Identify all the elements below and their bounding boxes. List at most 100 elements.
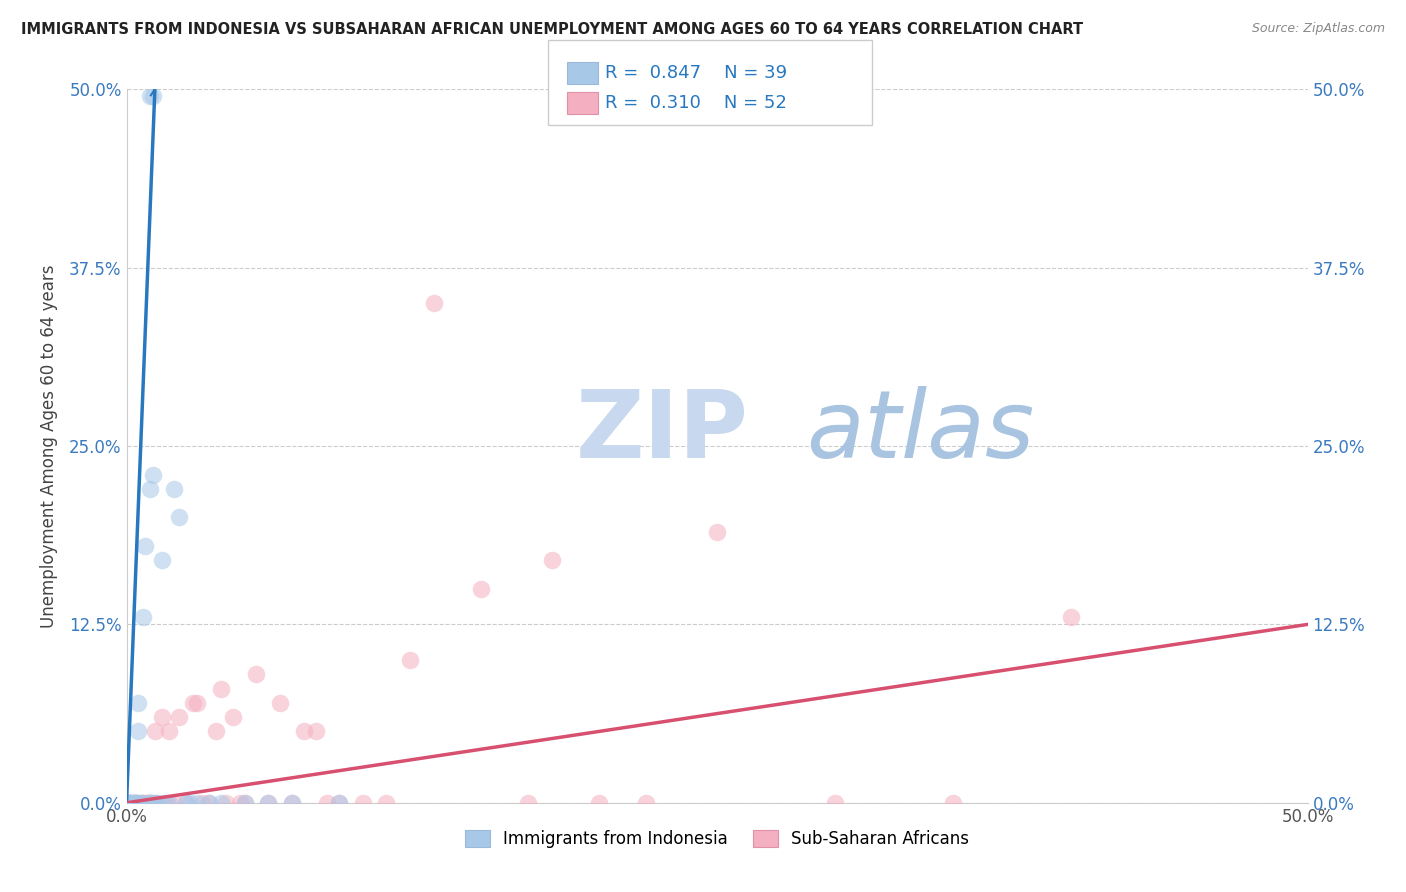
Point	[229, 796, 252, 810]
Point	[304, 724, 326, 739]
Point	[233, 796, 256, 810]
Point	[125, 796, 148, 810]
Point	[328, 796, 350, 810]
Point	[316, 796, 339, 810]
Point	[1060, 610, 1083, 624]
Point	[141, 796, 163, 810]
Point	[281, 796, 304, 810]
Point	[470, 582, 492, 596]
Point	[127, 696, 149, 710]
Point	[115, 796, 138, 810]
Point	[122, 796, 145, 810]
Point	[181, 696, 204, 710]
Point	[257, 796, 280, 810]
Point	[150, 710, 173, 724]
Point	[636, 796, 658, 810]
Point	[942, 796, 965, 810]
Point	[215, 796, 238, 810]
Point	[163, 796, 186, 810]
Point	[422, 296, 444, 310]
Text: Source: ZipAtlas.com: Source: ZipAtlas.com	[1251, 22, 1385, 36]
Point	[129, 796, 152, 810]
Point	[143, 796, 166, 810]
Text: atlas: atlas	[806, 386, 1033, 477]
Point	[134, 539, 156, 553]
Point	[167, 710, 190, 724]
Point	[115, 796, 138, 810]
Text: R =  0.847    N = 39: R = 0.847 N = 39	[605, 63, 787, 81]
Text: IMMIGRANTS FROM INDONESIA VS SUBSAHARAN AFRICAN UNEMPLOYMENT AMONG AGES 60 TO 64: IMMIGRANTS FROM INDONESIA VS SUBSAHARAN …	[21, 22, 1083, 37]
Point	[540, 553, 562, 567]
Point	[120, 796, 142, 810]
Point	[141, 467, 163, 482]
Point	[174, 796, 197, 810]
Point	[115, 796, 138, 810]
Point	[167, 510, 190, 524]
Point	[157, 724, 180, 739]
Point	[118, 796, 141, 810]
Point	[136, 796, 159, 810]
Point	[150, 553, 173, 567]
Point	[292, 724, 315, 739]
Point	[163, 482, 186, 496]
Point	[139, 796, 162, 810]
Point	[198, 796, 221, 810]
Point	[824, 796, 846, 810]
Point	[146, 796, 169, 810]
Point	[186, 696, 208, 710]
Point	[706, 524, 728, 539]
Point	[209, 681, 232, 696]
Legend: Immigrants from Indonesia, Sub-Saharan Africans: Immigrants from Indonesia, Sub-Saharan A…	[458, 823, 976, 855]
Point	[222, 710, 245, 724]
Point	[328, 796, 350, 810]
Point	[157, 796, 180, 810]
Point	[209, 796, 232, 810]
Point	[186, 796, 208, 810]
Point	[139, 482, 162, 496]
Point	[143, 724, 166, 739]
Point	[122, 796, 145, 810]
Point	[191, 796, 214, 810]
Point	[153, 796, 176, 810]
Point	[205, 724, 228, 739]
Point	[120, 796, 142, 810]
Point	[139, 796, 162, 810]
Point	[115, 796, 138, 810]
Point	[269, 696, 291, 710]
Point	[352, 796, 374, 810]
Point	[141, 89, 163, 103]
Point	[115, 796, 138, 810]
Point	[129, 796, 152, 810]
Point	[198, 796, 221, 810]
Point	[125, 796, 148, 810]
Point	[132, 610, 155, 624]
Text: R =  0.310    N = 52: R = 0.310 N = 52	[605, 94, 786, 112]
Y-axis label: Unemployment Among Ages 60 to 64 years: Unemployment Among Ages 60 to 64 years	[39, 264, 58, 628]
Point	[118, 796, 141, 810]
Point	[517, 796, 540, 810]
Point	[156, 796, 179, 810]
Point	[129, 796, 152, 810]
Point	[118, 796, 141, 810]
Point	[125, 796, 148, 810]
Point	[174, 796, 197, 810]
Point	[118, 796, 141, 810]
Point	[120, 796, 142, 810]
Point	[122, 796, 145, 810]
Point	[588, 796, 610, 810]
Point	[257, 796, 280, 810]
Point	[233, 796, 256, 810]
Point	[139, 796, 162, 810]
Point	[375, 796, 398, 810]
Point	[146, 796, 169, 810]
Point	[115, 796, 138, 810]
Point	[134, 796, 156, 810]
Point	[127, 796, 149, 810]
Text: ZIP: ZIP	[575, 385, 748, 478]
Point	[127, 724, 149, 739]
Point	[245, 667, 267, 681]
Point	[115, 796, 138, 810]
Point	[179, 796, 201, 810]
Point	[139, 89, 162, 103]
Point	[136, 796, 159, 810]
